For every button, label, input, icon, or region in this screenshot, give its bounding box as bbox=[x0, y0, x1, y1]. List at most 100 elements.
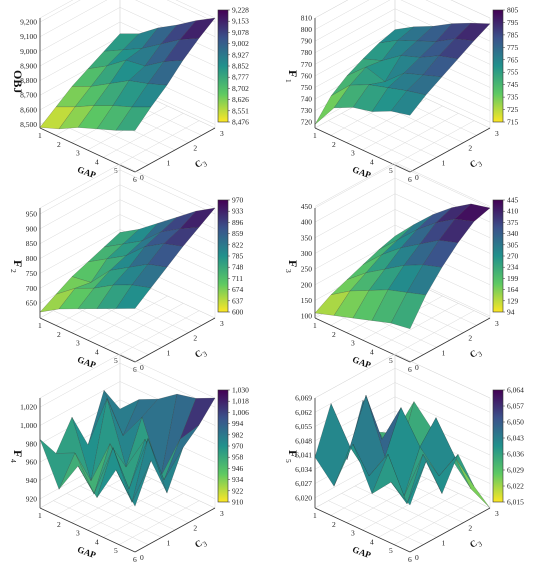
z-tick-label: 8,900 bbox=[20, 61, 37, 70]
c3-tick-label: 0 bbox=[140, 363, 144, 372]
colorbar-label: 711 bbox=[232, 274, 243, 283]
gap-tick-label: 1 bbox=[38, 321, 42, 330]
colorbar-label: 164 bbox=[507, 285, 519, 294]
c3-tick-label: 3 bbox=[220, 509, 224, 518]
colorbar-label: 6,015 bbox=[507, 498, 524, 507]
colorbar-label: 8,551 bbox=[232, 106, 249, 115]
c3-tick-label: 2 bbox=[468, 144, 472, 153]
colorbar-label: 8,702 bbox=[232, 84, 249, 93]
colorbar bbox=[492, 389, 504, 503]
colorbar-label: 970 bbox=[232, 196, 244, 205]
z-tick-label: 1,020 bbox=[20, 403, 37, 412]
z-tick-label: 6,034 bbox=[295, 465, 312, 474]
colorbar-label: 896 bbox=[232, 218, 244, 227]
colorbar-label: 600 bbox=[232, 308, 244, 317]
z-axis-title: F bbox=[11, 260, 25, 267]
colorbar-label: 410 bbox=[507, 207, 519, 216]
colorbar-label: 6,029 bbox=[507, 466, 524, 475]
wall-gridline bbox=[314, 353, 396, 399]
colorbar-label: 8,852 bbox=[232, 62, 249, 71]
z-tick-label: 750 bbox=[301, 83, 313, 92]
colorbar-label: 859 bbox=[232, 229, 244, 238]
y-axis-title-subscript: 3 bbox=[476, 539, 484, 549]
z-tick-label: 980 bbox=[26, 439, 38, 448]
colorbar-label: 795 bbox=[507, 18, 519, 27]
c3-tick-label: 0 bbox=[415, 363, 419, 372]
colorbar-label: 94 bbox=[507, 308, 515, 317]
y-axis-title-subscript: 3 bbox=[476, 349, 484, 359]
z-tick-label: 950 bbox=[26, 209, 38, 218]
c3-tick-label: 0 bbox=[415, 553, 419, 562]
x-axis bbox=[39, 127, 136, 173]
colorbar-label: 9,153 bbox=[232, 17, 249, 26]
wall-gridline bbox=[39, 214, 121, 259]
colorbar-label: 910 bbox=[232, 498, 244, 507]
wall-gridline bbox=[314, 0, 370, 30]
chart-panel-f5: 6,069 6,062 6,055 6,048 6,041 6,034 6,027 6,020… bbox=[284, 353, 524, 564]
c3-tick-label: 3 bbox=[220, 129, 224, 138]
colorbar-label: 765 bbox=[507, 55, 519, 64]
floor-gridline bbox=[394, 500, 475, 545]
c3-tick-label: 3 bbox=[495, 319, 499, 328]
z-tick-label: 940 bbox=[26, 476, 38, 485]
y-axis bbox=[409, 317, 491, 363]
gap-tick-label: 6 bbox=[408, 555, 412, 564]
z-tick-label: 810 bbox=[301, 14, 313, 23]
gap-tick-label: 1 bbox=[313, 511, 317, 520]
wall-gridline bbox=[394, 353, 491, 399]
gap-tick-label: 5 bbox=[389, 546, 393, 555]
colorbar-label: 129 bbox=[507, 296, 519, 305]
gap-tick-label: 6 bbox=[408, 175, 412, 184]
gap-tick-label: 5 bbox=[389, 166, 393, 175]
gap-tick-label: 6 bbox=[408, 365, 412, 374]
gap-tick-label: 5 bbox=[389, 356, 393, 365]
c3-tick-label: 3 bbox=[495, 509, 499, 518]
gap-tick-label: 4 bbox=[370, 157, 374, 166]
gap-tick-label: 2 bbox=[57, 520, 61, 529]
surface-cell bbox=[115, 106, 152, 131]
z-axis-title-subscript: 5 bbox=[284, 459, 293, 463]
gap-tick-label: 4 bbox=[370, 537, 374, 546]
z-tick-label: 650 bbox=[26, 299, 38, 308]
z-tick-label: 100 bbox=[301, 312, 313, 321]
c3-tick-label: 2 bbox=[468, 524, 472, 533]
y-axis bbox=[134, 317, 216, 363]
wall-gridline bbox=[39, 362, 121, 408]
c3-tick-label: 2 bbox=[193, 524, 197, 533]
colorbar-label: 9,078 bbox=[232, 28, 249, 37]
wall-gridline bbox=[119, 169, 216, 215]
colorbar-label: 755 bbox=[507, 68, 519, 77]
z-axis-title-subscript: 1 bbox=[284, 79, 293, 83]
z-tick-label: 200 bbox=[301, 280, 313, 289]
z-tick-label: 250 bbox=[301, 265, 313, 274]
z-axis-title-subscript: 3 bbox=[284, 269, 293, 273]
c3-tick-label: 1 bbox=[442, 348, 446, 357]
colorbar-label: 785 bbox=[232, 252, 244, 261]
colorbar bbox=[217, 199, 229, 313]
colorbar-label: 982 bbox=[232, 430, 244, 439]
z-tick-label: 300 bbox=[301, 249, 313, 258]
y-axis-title-subscript: 3 bbox=[201, 539, 209, 549]
gap-tick-label: 4 bbox=[95, 537, 99, 546]
colorbar-label: 958 bbox=[232, 453, 244, 462]
wall-gridline bbox=[314, 8, 396, 53]
wall-gridline bbox=[39, 0, 81, 23]
z-tick-label: 730 bbox=[301, 106, 313, 115]
wall-gridline bbox=[314, 0, 349, 19]
colorbar-label: 822 bbox=[232, 240, 244, 249]
colorbar-label: 234 bbox=[507, 263, 519, 272]
gap-tick-label: 6 bbox=[133, 365, 137, 374]
z-tick-label: 770 bbox=[301, 60, 313, 69]
gap-tick-label: 2 bbox=[57, 140, 61, 149]
y-axis-title-subscript: 3 bbox=[201, 159, 209, 169]
z-axis-title: F bbox=[11, 450, 25, 457]
y-axis bbox=[134, 127, 216, 173]
x-axis bbox=[314, 127, 411, 173]
colorbar-label: 934 bbox=[232, 475, 244, 484]
z-tick-label: 9,200 bbox=[20, 18, 37, 27]
z-tick-label: 900 bbox=[26, 224, 38, 233]
colorbar-label: 922 bbox=[232, 486, 244, 495]
x-axis-title: GAP bbox=[76, 544, 98, 560]
z-tick-label: 920 bbox=[26, 494, 38, 503]
